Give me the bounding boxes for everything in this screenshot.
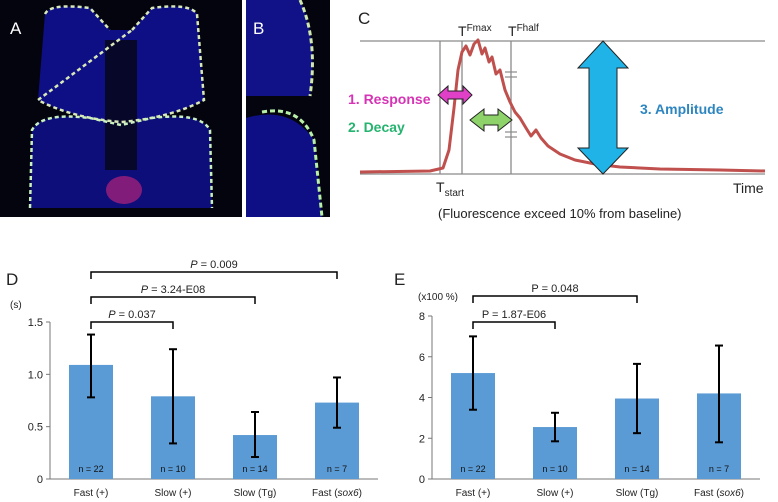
- y-tick-label: 6: [419, 352, 425, 364]
- panel-b-upper-tissue: [246, 0, 313, 96]
- panel-c-decay-label: 2. Decay: [348, 119, 405, 135]
- panel-a-letter: A: [10, 19, 22, 38]
- n-label: n = 10: [160, 464, 185, 474]
- panel-c-amplitude-arrow: [576, 40, 630, 175]
- panel-a: A: [0, 0, 242, 217]
- panel-b-lower-tissue: [246, 114, 322, 217]
- y-tick-label: 2: [419, 433, 425, 445]
- panel-c-caption: (Fluorescence exceed 10% from baseline): [438, 206, 682, 221]
- panel-a-notochord: [105, 40, 137, 170]
- n-label: n = 14: [624, 464, 649, 474]
- panel-c-t-start-label: Tstart: [436, 179, 464, 199]
- n-label: n = 7: [327, 464, 347, 474]
- panel-b-letter: B: [253, 19, 264, 38]
- panel-c-time-label: Time: [733, 180, 764, 196]
- panel-c-response-label: 1. Response: [348, 91, 431, 107]
- significance-bracket: [472, 321, 556, 329]
- x-tick-label: Fast (+): [74, 488, 109, 499]
- x-tick-label: Slow (Tg): [234, 488, 277, 499]
- svg-text:TFmax: TFmax: [458, 23, 492, 39]
- significance-bracket: [90, 321, 174, 329]
- y-tick-label: 0: [419, 474, 425, 486]
- significance-bracket: [90, 271, 338, 279]
- panel-b-membrane-lower: [261, 109, 324, 218]
- panel-e-letter: E: [394, 270, 405, 289]
- panel-d-letter: D: [6, 270, 18, 289]
- panel-c-response-arrow: [437, 84, 473, 106]
- panel-c-t-fmax-label: TFmax: [458, 23, 492, 39]
- p-value-label: P = 1.87-E06: [482, 309, 546, 321]
- n-label: n = 22: [78, 464, 103, 474]
- panel-a-magenta-spot: [106, 176, 142, 204]
- n-label: n = 7: [709, 464, 729, 474]
- y-tick-label: 8: [419, 311, 425, 323]
- panel-d-chart: D (s) 0 0.5 1.0 1.5 n = 22 Fast (+) n = 10 Slow …: [6, 259, 378, 499]
- n-label: n = 22: [460, 464, 485, 474]
- y-tick-label: 1.5: [28, 317, 43, 329]
- y-tick-label: 0: [37, 474, 43, 486]
- panel-c-fluorescence-trace: [359, 38, 766, 174]
- svg-text:Tstart: Tstart: [436, 179, 464, 199]
- y-tick-label: 4: [419, 393, 425, 405]
- panel-a-membrane-lower: [28, 115, 214, 209]
- p-value-label: P = 0.037: [108, 309, 155, 321]
- x-tick-label: Fast (sox6): [312, 488, 362, 499]
- n-label: n = 14: [242, 464, 267, 474]
- p-value-label: P = 0.009: [190, 259, 237, 271]
- panel-b: B: [246, 0, 330, 218]
- panel-c-break-marks: [505, 71, 517, 138]
- panel-c: C TFmax TFhalf Tstart 1. Response 2. Dec…: [348, 9, 766, 221]
- panel-c-amplitude-label: 3. Amplitude: [640, 101, 724, 117]
- svg-text:TFhalf: TFhalf: [508, 23, 539, 39]
- x-tick-label: Slow (+): [155, 488, 192, 499]
- x-tick-label: Fast (sox6): [694, 488, 744, 499]
- significance-bracket: [90, 296, 256, 304]
- y-tick-label: 0.5: [28, 422, 43, 434]
- n-label: n = 10: [542, 464, 567, 474]
- unit-label: (s): [10, 300, 22, 311]
- panel-a-membrane-upper: [35, 5, 206, 124]
- panel-c-t-fhalf-label: TFhalf: [508, 23, 539, 39]
- panel-e-chart: E (x100 %) 0 2 4 6 8 n = 22 Fast (+) n = 10 Slow …: [394, 270, 760, 499]
- panel-c-decay-arrow: [469, 107, 513, 133]
- x-tick-label: Fast (+): [456, 488, 491, 499]
- significance-bracket: [472, 295, 638, 303]
- p-value-label: P = 0.048: [531, 283, 578, 295]
- panel-b-membrane-upper: [298, 0, 314, 97]
- x-tick-label: Slow (+): [537, 488, 574, 499]
- panel-c-letter: C: [358, 9, 370, 28]
- p-value-label: P = 3.24-E08: [141, 284, 206, 296]
- unit-label: (x100 %): [418, 292, 458, 303]
- y-tick-label: 1.0: [28, 369, 43, 381]
- x-tick-label: Slow (Tg): [616, 488, 659, 499]
